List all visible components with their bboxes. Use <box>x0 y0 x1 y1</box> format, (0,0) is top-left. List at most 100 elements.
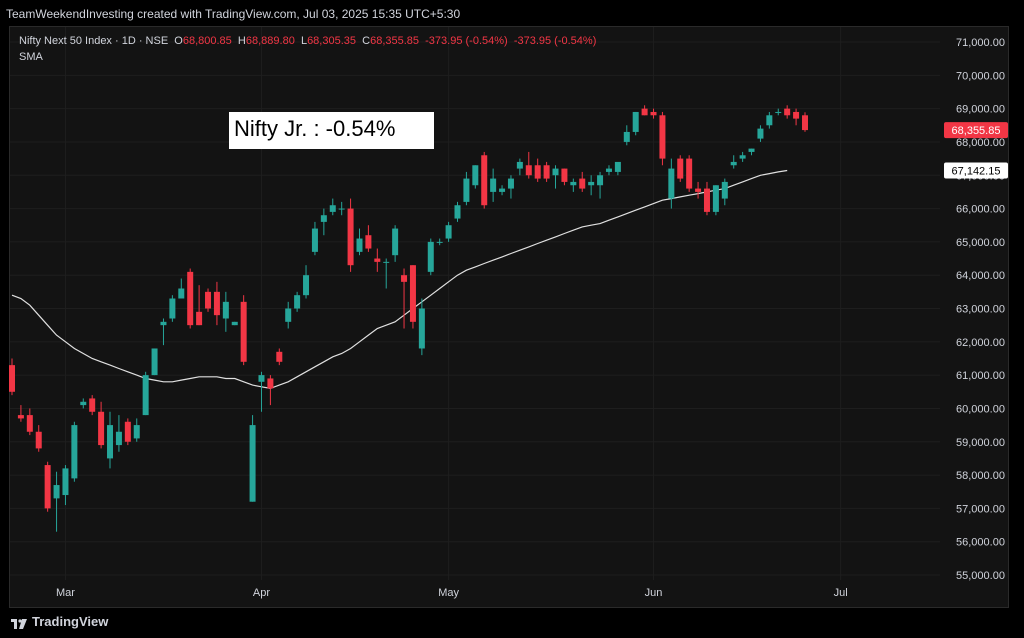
y-tick-label: 62,000.00 <box>956 337 1005 349</box>
candle-body <box>588 181 595 186</box>
y-tick-label: 64,000.00 <box>956 270 1005 282</box>
candle-body <box>401 275 408 282</box>
y-tick-label: 63,000.00 <box>956 304 1005 316</box>
sma-line <box>11 169 788 390</box>
tradingview-brand-text: TradingView <box>32 614 109 629</box>
candle-body <box>659 115 666 159</box>
candle-body <box>507 178 514 189</box>
candle-body <box>276 351 283 362</box>
low-label: L <box>300 35 308 47</box>
candle-body <box>623 131 630 142</box>
candle-body <box>267 378 274 389</box>
y-tick-label: 69,000.00 <box>956 104 1005 116</box>
change-value-2: -373.95 (-0.54%) <box>513 35 597 47</box>
candle-body <box>133 425 140 439</box>
candle-body <box>490 178 497 192</box>
candle-body <box>525 165 532 176</box>
candle-body <box>570 181 577 186</box>
candle-body <box>784 108 791 116</box>
candle-body <box>160 321 167 326</box>
candle-body <box>721 181 728 199</box>
candle-body <box>632 111 639 132</box>
candle-body <box>169 298 176 319</box>
candle-body <box>605 168 612 172</box>
open-label: O <box>174 35 183 47</box>
candle-body <box>356 238 363 252</box>
candle-body <box>677 158 684 179</box>
candle-body <box>294 295 301 309</box>
candle-body <box>641 108 648 116</box>
sma-value-badge <box>944 162 1008 179</box>
y-tick-label: 71,000.00 <box>956 37 1005 49</box>
y-tick-label: 70,000.00 <box>956 70 1005 82</box>
candle-body <box>258 375 265 382</box>
symbol-name[interactable]: Nifty Next 50 Index · 1D · NSE <box>19 35 169 47</box>
candle-body <box>44 465 51 509</box>
y-tick-label: 65,000.00 <box>956 237 1005 249</box>
bottom-bar <box>0 608 1024 638</box>
candle-body <box>249 425 256 502</box>
candle-body <box>454 205 461 219</box>
candle-body <box>231 321 238 326</box>
tradingview-logo-icon <box>11 617 27 629</box>
x-tick-label: Jun <box>645 587 663 599</box>
annotation-label[interactable]: Nifty Jr. : -0.54% <box>229 112 434 149</box>
candle-body <box>579 178 586 189</box>
candle-body <box>124 421 131 442</box>
candle-body <box>418 308 425 349</box>
y-tick-label: 68,000.00 <box>956 137 1005 149</box>
candle-body <box>445 225 452 239</box>
candle-body <box>757 128 764 139</box>
candle-body <box>499 188 506 192</box>
candle-body <box>285 308 292 322</box>
open-value: 68,800.85 <box>182 35 232 47</box>
x-tick-label: Jul <box>834 587 848 599</box>
x-tick-label: Mar <box>56 587 75 599</box>
close-value: 68,355.85 <box>370 35 420 47</box>
tradingview-brand[interactable]: TradingView <box>11 614 108 629</box>
candle-body <box>338 208 345 210</box>
candle-body <box>383 261 390 263</box>
candle-body <box>17 415 24 419</box>
candle-body <box>205 291 212 309</box>
candle-body <box>9 365 15 392</box>
candle-body <box>89 398 96 412</box>
candle-body <box>703 188 710 212</box>
candle-body <box>614 161 621 172</box>
candle-body <box>766 115 773 126</box>
high-label: H <box>237 35 246 47</box>
candle-body <box>730 161 737 166</box>
low-value: 68,305.35 <box>307 35 356 47</box>
y-tick-label: 57,000.00 <box>956 503 1005 515</box>
last-price-label: 68,355.85 <box>952 125 1001 137</box>
candle-body <box>801 115 808 131</box>
candle-body <box>597 175 604 186</box>
sma-value-label: 67,142.15 <box>952 166 1001 178</box>
candle-body <box>187 271 194 326</box>
candle-body <box>775 111 782 113</box>
candle-body <box>374 258 381 262</box>
chart-caption: TeamWeekendInvesting created with Tradin… <box>0 0 1024 26</box>
last-price-badge <box>944 122 1008 139</box>
candle-body <box>543 165 550 179</box>
sma-indicator-label[interactable]: SMA <box>19 51 43 63</box>
candle-body <box>53 485 60 499</box>
candle-body <box>320 215 327 222</box>
candle-body <box>107 425 114 459</box>
candle-body <box>115 431 122 446</box>
candle-body <box>80 401 87 406</box>
y-tick-label: 61,000.00 <box>956 370 1005 382</box>
candle-body <box>98 411 105 446</box>
candle-body <box>311 228 318 252</box>
candle-body <box>686 158 693 189</box>
candle-body <box>196 311 203 326</box>
candle-body <box>712 185 719 212</box>
chart-panel[interactable] <box>9 26 1009 608</box>
candle-body <box>534 165 541 179</box>
candle-body <box>516 161 523 169</box>
candle-body <box>62 468 69 496</box>
candle-body <box>668 168 675 199</box>
candle-body <box>142 375 149 416</box>
candle-body <box>436 241 443 243</box>
candle-body <box>365 235 372 249</box>
